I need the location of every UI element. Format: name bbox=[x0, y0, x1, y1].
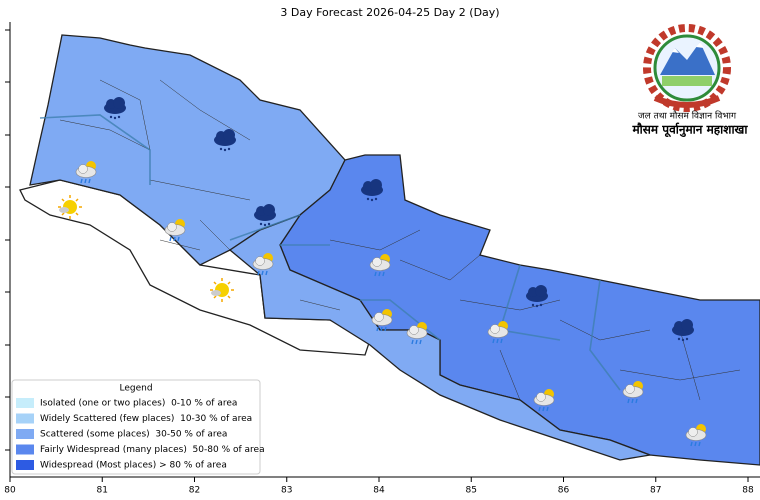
legend-swatch bbox=[16, 413, 34, 424]
map-frame bbox=[5, 22, 760, 478]
x-tick-label: 81 bbox=[97, 486, 108, 496]
x-tick-label: 85 bbox=[466, 486, 477, 496]
legend-label: Widespread (Most places) > 80 % of area bbox=[40, 461, 227, 471]
logo-line1: जल तथा मौसम विज्ञान विभाग bbox=[638, 110, 737, 122]
x-tick-label: 84 bbox=[373, 486, 385, 496]
legend-label: Widely Scattered (few places) 10-30 % of… bbox=[40, 414, 252, 424]
x-tick-label: 83 bbox=[281, 486, 292, 496]
legend-swatch bbox=[16, 429, 34, 439]
x-tick-label: 86 bbox=[558, 486, 570, 496]
logo: जल तथा मौसम विज्ञान विभाग मौसम पूर्वानुम… bbox=[632, 24, 749, 138]
legend: Legend Isolated (one or two places) 0-10… bbox=[11, 379, 265, 475]
logo-line2: मौसम पूर्वानुमान महाशाखा bbox=[632, 123, 749, 138]
legend-swatch bbox=[16, 460, 34, 470]
legend-swatch bbox=[16, 444, 34, 455]
x-axis: 80 81 82 83 84 85 86 87 88 bbox=[4, 477, 754, 496]
legend-label: Scattered (some places) 30-50 % of area bbox=[40, 430, 227, 440]
x-tick-label: 88 bbox=[742, 486, 754, 496]
legend-label: Fairly Widespread (many places) 50-80 % … bbox=[40, 445, 265, 455]
legend-label: Isolated (one or two places) 0-10 % of a… bbox=[40, 399, 237, 409]
x-tick-label: 80 bbox=[4, 486, 16, 496]
legend-title: Legend bbox=[119, 384, 152, 394]
legend-box bbox=[11, 379, 261, 475]
legend-swatch bbox=[16, 398, 34, 408]
x-tick-label: 82 bbox=[189, 486, 200, 496]
map-title: 3 Day Forecast 2026-04-25 Day 2 (Day) bbox=[280, 6, 499, 19]
x-tick-label: 87 bbox=[650, 486, 661, 496]
